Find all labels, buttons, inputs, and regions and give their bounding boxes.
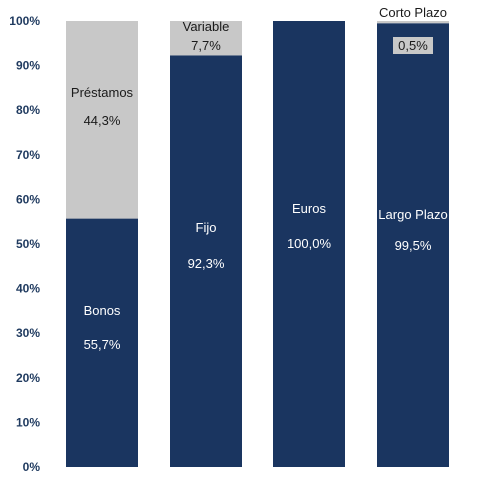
- bar-value-label: 99,5%: [395, 238, 432, 253]
- bar-segment-corto-plazo: [377, 21, 449, 24]
- y-tick-label: 80%: [16, 103, 40, 117]
- y-tick-label: 90%: [16, 59, 40, 73]
- bar-category-label: Largo Plazo: [378, 207, 447, 222]
- bar-category-label: Préstamos: [71, 85, 134, 100]
- bar-category-label: Variable: [183, 19, 230, 34]
- bar-category-label: Bonos: [84, 303, 121, 318]
- bar-segment-largo-plazo: [377, 23, 449, 467]
- bar-segment-prestamos: [66, 21, 138, 219]
- bar-value-label: 7,7%: [191, 38, 221, 53]
- y-tick-label: 50%: [16, 237, 40, 251]
- y-tick-label: 60%: [16, 192, 40, 206]
- bar-value-label: 0,5%: [398, 38, 428, 53]
- y-axis: 0% 10% 20% 30% 40% 50% 60% 70% 80% 90% 100%: [9, 14, 40, 474]
- y-tick-label: 0%: [23, 460, 41, 474]
- bar-segment-bonos: [66, 218, 138, 467]
- bar-segment-euros: [273, 21, 345, 467]
- bar-segment-fijo: [170, 55, 242, 467]
- y-tick-label: 10%: [16, 415, 40, 429]
- y-tick-label: 20%: [16, 371, 40, 385]
- bar-category-label: Fijo: [196, 220, 217, 235]
- y-tick-label: 70%: [16, 148, 40, 162]
- bar-value-label: 92,3%: [188, 256, 225, 271]
- bar-segment-variable: [170, 21, 242, 56]
- y-tick-label: 40%: [16, 282, 40, 296]
- y-tick-label: 100%: [9, 14, 40, 28]
- y-tick-label: 30%: [16, 326, 40, 340]
- bar-value-label: 55,7%: [84, 337, 121, 352]
- bar-category-label: Euros: [292, 201, 326, 216]
- bar-value-label: 100,0%: [287, 236, 332, 251]
- bar-category-label: Corto Plazo: [379, 5, 447, 20]
- bars: Bonos 55,7% Préstamos 44,3% Fijo 92,3% Variabl…: [66, 5, 449, 467]
- bar-value-label: 44,3%: [84, 113, 121, 128]
- value-label-background: [393, 37, 433, 54]
